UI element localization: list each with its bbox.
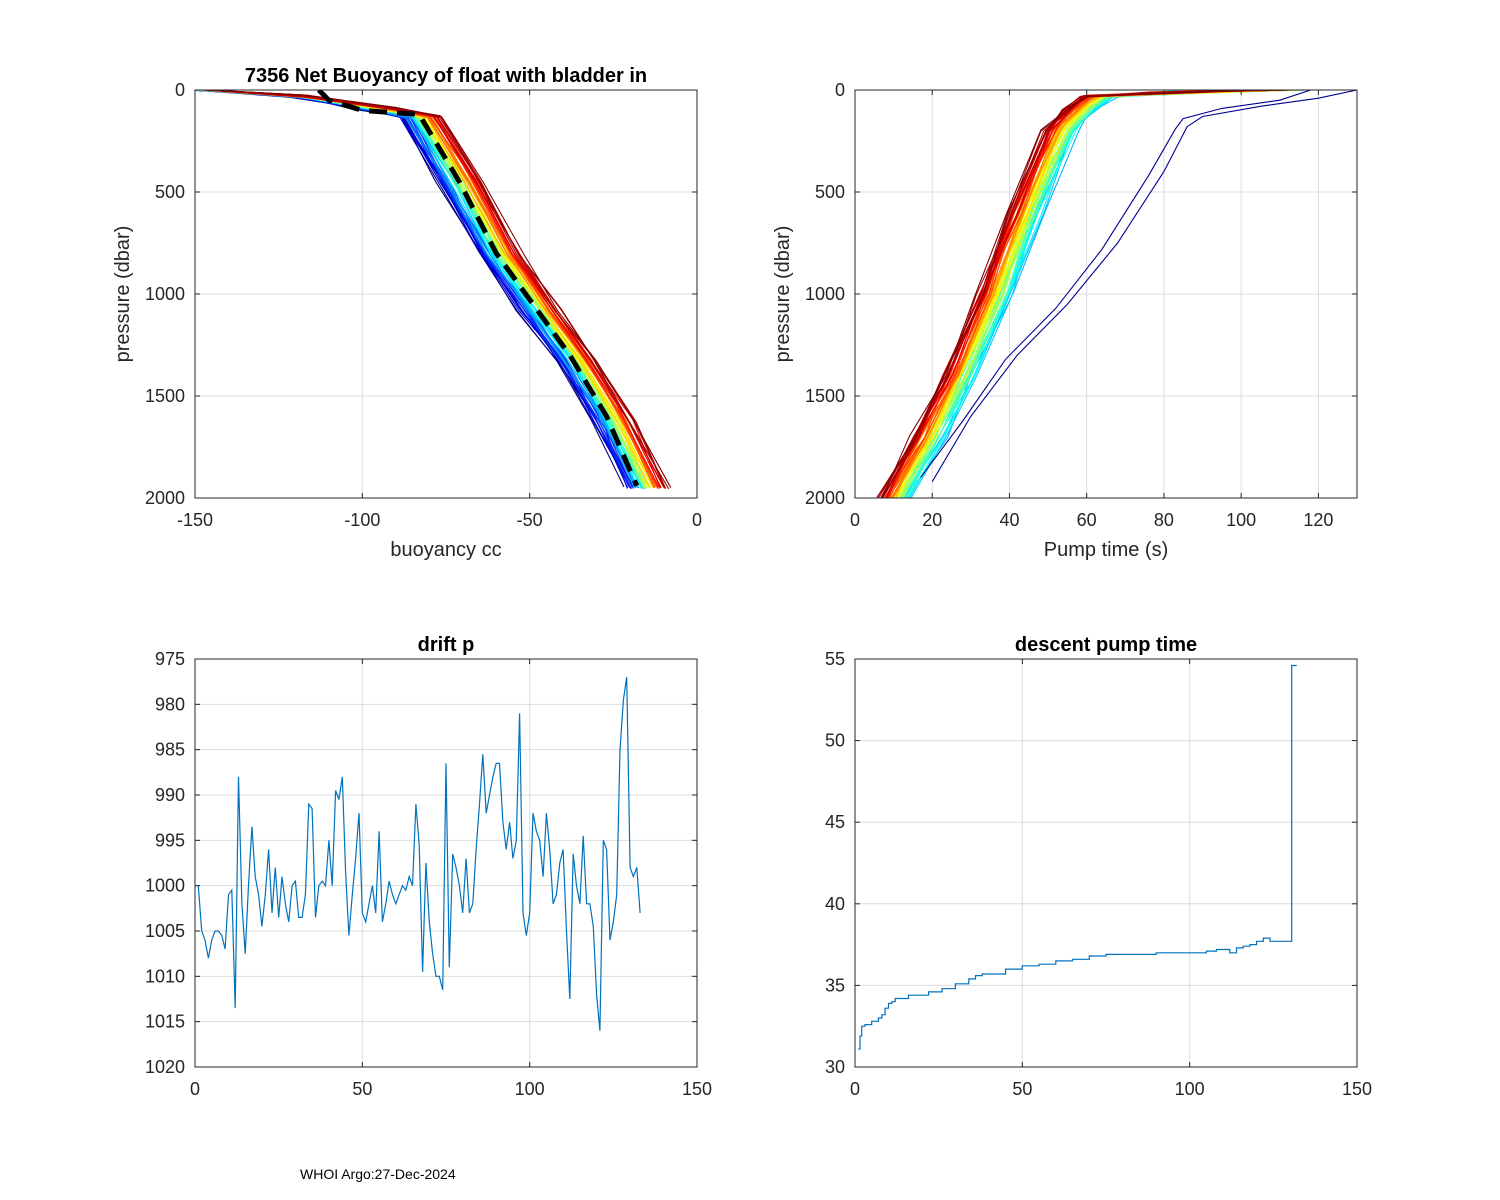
descent-axes-frame bbox=[854, 658, 1358, 1068]
pump-ylabel: pressure (dbar) bbox=[772, 226, 794, 363]
descent-ytick-label: 30 bbox=[825, 1057, 845, 1077]
pump-xtick-label: 120 bbox=[1303, 510, 1333, 530]
pump-outlier-profile-line bbox=[920, 90, 1311, 478]
pump-xtick-label: 100 bbox=[1226, 510, 1256, 530]
drift-ytick-label: 1000 bbox=[145, 876, 185, 896]
buoyancy-ytick-label: 2000 bbox=[145, 488, 185, 508]
buoyancy-profiles-group bbox=[195, 90, 672, 490]
descent-pump-time-panel: 0 50 100 150 30 35 40 45 50 55 descent pump time bbox=[825, 634, 1372, 1099]
pump-ytick-label: 0 bbox=[835, 80, 845, 100]
drift-title: drift p bbox=[418, 634, 475, 656]
descent-ytick-label: 55 bbox=[825, 649, 845, 669]
pump-xtick-label: 0 bbox=[850, 510, 860, 530]
drift-ytick-label: 1020 bbox=[145, 1057, 185, 1077]
buoyancy-profile-line bbox=[197, 90, 635, 488]
descent-ytick-label: 35 bbox=[825, 975, 845, 995]
buoyancy-profile-line bbox=[210, 90, 670, 490]
descent-xtick-label: 0 bbox=[850, 1079, 860, 1099]
buoyancy-profile-line bbox=[199, 90, 637, 489]
buoyancy-profile-line bbox=[195, 90, 634, 487]
buoyancy-profile-line bbox=[195, 90, 632, 488]
buoyancy-ytick-label: 500 bbox=[155, 182, 185, 202]
drift-pressure-panel: 0 50 100 150 975 980 985 990 995 1000 1005 1010 1015… bbox=[145, 634, 712, 1099]
buoyancy-profile-line bbox=[195, 90, 629, 488]
drift-xtick-label: 50 bbox=[352, 1079, 372, 1099]
pump-ytick-label: 1500 bbox=[805, 386, 845, 406]
descent-series-group bbox=[858, 664, 1297, 1050]
drift-ytick-label: 1010 bbox=[145, 966, 185, 986]
pump-profile-line bbox=[881, 90, 1273, 498]
buoyancy-profile-line bbox=[198, 90, 628, 489]
buoyancy-profile-line bbox=[195, 90, 636, 488]
buoyancy-profile-line bbox=[195, 90, 632, 489]
descent-ytick-label: 40 bbox=[825, 894, 845, 914]
pump-xtick-label: 20 bbox=[922, 510, 942, 530]
buoyancy-profile-line bbox=[205, 90, 651, 489]
buoyancy-profile-line bbox=[199, 90, 636, 488]
buoyancy-profile-line bbox=[209, 90, 672, 488]
pump-profiles-group bbox=[876, 90, 1357, 498]
buoyancy-profile-line bbox=[195, 90, 625, 488]
descent-xtick-label: 50 bbox=[1012, 1079, 1032, 1099]
buoyancy-ytick-label: 1000 bbox=[145, 284, 185, 304]
buoyancy-xtick-label: -50 bbox=[517, 510, 543, 530]
descent-ytick-label: 50 bbox=[825, 731, 845, 751]
buoyancy-xtick-label: -100 bbox=[344, 510, 380, 530]
drift-xtick-label: 0 bbox=[190, 1079, 200, 1099]
buoyancy-ytick-label: 0 bbox=[175, 80, 185, 100]
drift-series-group bbox=[197, 677, 641, 1031]
pump-xlabel: Pump time (s) bbox=[1044, 539, 1168, 561]
buoyancy-ylabel: pressure (dbar) bbox=[112, 226, 134, 363]
buoyancy-profile-line bbox=[195, 90, 634, 489]
drift-ytick-label: 1015 bbox=[145, 1012, 185, 1032]
descent-series-line bbox=[858, 664, 1297, 1050]
pump-time-panel: 0 20 40 60 80 100 120 0 500 1000 1500 2000 Pump time… bbox=[772, 80, 1358, 561]
drift-ytick-label: 985 bbox=[155, 740, 185, 760]
descent-xtick-label: 100 bbox=[1175, 1079, 1205, 1099]
buoyancy-ytick-label: 1500 bbox=[145, 386, 185, 406]
footer-credit: WHOI Argo:27-Dec-2024 bbox=[300, 1166, 456, 1182]
pump-xtick-label: 80 bbox=[1154, 510, 1174, 530]
buoyancy-profile-line bbox=[195, 90, 633, 488]
pump-outlier-profile-line bbox=[931, 90, 1357, 482]
buoyancy-profile-line bbox=[195, 90, 643, 488]
drift-xtick-label: 100 bbox=[515, 1079, 545, 1099]
pump-xtick-label: 60 bbox=[1077, 510, 1097, 530]
descent-ytick-label: 45 bbox=[825, 812, 845, 832]
buoyancy-profile-line bbox=[195, 90, 632, 489]
buoyancy-profile-line bbox=[197, 90, 630, 489]
buoyancy-title: 7356 Net Buoyancy of float with bladder … bbox=[245, 65, 647, 87]
drift-xtick-label: 150 bbox=[682, 1079, 712, 1099]
buoyancy-profile-line bbox=[202, 90, 654, 487]
pump-profile-line bbox=[881, 90, 1251, 498]
drift-ytick-label: 975 bbox=[155, 649, 185, 669]
drift-ytick-label: 980 bbox=[155, 694, 185, 714]
buoyancy-xlabel: buoyancy cc bbox=[390, 539, 501, 561]
buoyancy-profile-line bbox=[196, 90, 634, 488]
drift-ytick-label: 1005 bbox=[145, 921, 185, 941]
drift-ytick-label: 990 bbox=[155, 785, 185, 805]
buoyancy-xtick-label: 0 bbox=[692, 510, 702, 530]
buoyancy-profile-line bbox=[202, 90, 639, 488]
buoyancy-mean-profile-line bbox=[317, 90, 640, 487]
buoyancy-profile-line bbox=[196, 90, 631, 488]
pump-ytick-label: 2000 bbox=[805, 488, 845, 508]
descent-xtick-label: 150 bbox=[1342, 1079, 1372, 1099]
pump-xtick-label: 40 bbox=[999, 510, 1019, 530]
drift-series-line bbox=[197, 677, 641, 1031]
drift-axes-frame bbox=[194, 658, 698, 1068]
buoyancy-xtick-label: -150 bbox=[177, 510, 213, 530]
descent-title: descent pump time bbox=[1015, 634, 1197, 656]
buoyancy-profile-panel: -150 -100 -50 0 0 500 1000 1500 2000 7356 Net Buo… bbox=[112, 65, 702, 561]
buoyancy-profile-line bbox=[195, 90, 636, 487]
pump-ytick-label: 1000 bbox=[805, 284, 845, 304]
pump-ytick-label: 500 bbox=[815, 182, 845, 202]
buoyancy-profile-line bbox=[197, 90, 644, 489]
drift-ytick-label: 995 bbox=[155, 830, 185, 850]
